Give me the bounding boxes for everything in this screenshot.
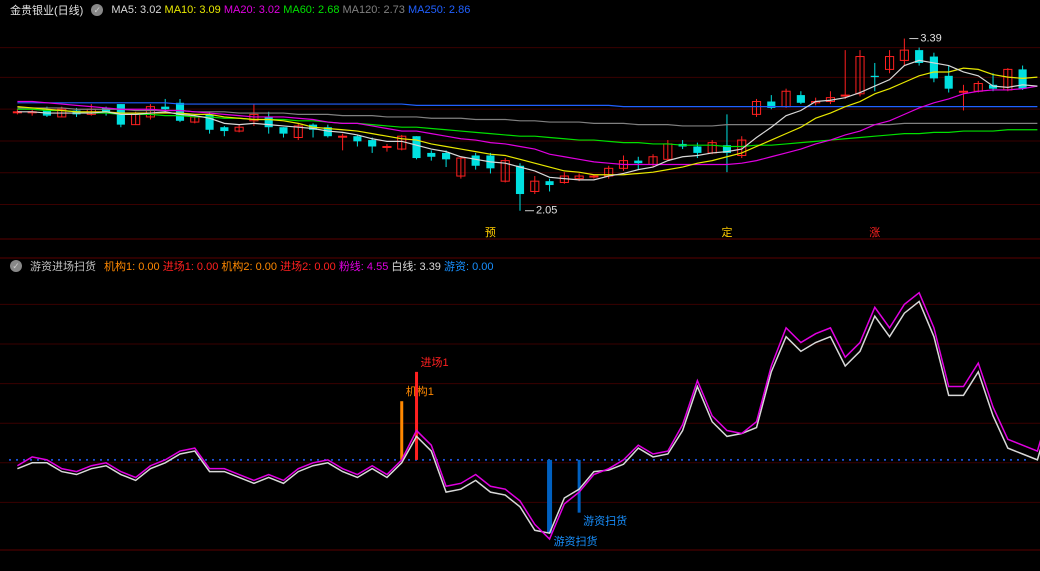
legend-item: MA120: 2.73 (343, 4, 405, 16)
stock-title: 金贵银业(日线) (10, 2, 83, 18)
chart-marker: 预 (485, 226, 496, 239)
legend-item: 进场2: 0.00 (280, 261, 336, 273)
legend-item: MA10: 3.09 (165, 4, 221, 16)
indicator-label: 游资扫货 (583, 514, 627, 528)
chart-marker: 涨 (869, 226, 880, 239)
indicator-label: 机构1 (406, 384, 434, 398)
info-icon[interactable]: ✓ (91, 4, 103, 16)
legend-item: MA250: 2.86 (408, 4, 470, 16)
chart-marker: 定 (721, 225, 732, 239)
indicator-label: 游资扫货 (554, 534, 598, 548)
legend-item: 粉线: 4.55 (339, 261, 389, 273)
price-label: 2.05 (536, 205, 557, 217)
legend-item: 机构1: 0.00 (104, 261, 160, 273)
price-label: 3.39 (920, 33, 941, 45)
info-icon[interactable]: ✓ (10, 260, 22, 272)
legend-item: MA5: 3.02 (111, 4, 161, 16)
indicator-title: 游资进场扫货 (30, 258, 96, 274)
legend-item: 游资: 0.00 (444, 261, 494, 273)
legend-item: 白线: 3.39 (391, 261, 441, 273)
legend-bottom: ✓ 游资进场扫货 机构1: 0.00 进场1: 0.00 机构2: 0.00 进… (10, 258, 494, 274)
stock-chart[interactable]: 2.053.39预定涨机构1进场1游资扫货游资扫货 (0, 0, 1040, 571)
legend-item: MA60: 2.68 (283, 4, 339, 16)
legend-top: 金贵银业(日线) ✓ MA5: 3.02 MA10: 3.09 MA20: 3.… (10, 2, 470, 18)
indicator-label: 进场1 (421, 355, 449, 369)
legend-item: 进场1: 0.00 (163, 261, 219, 273)
legend-item: 机构2: 0.00 (221, 261, 277, 273)
legend-item: MA20: 3.02 (224, 4, 280, 16)
